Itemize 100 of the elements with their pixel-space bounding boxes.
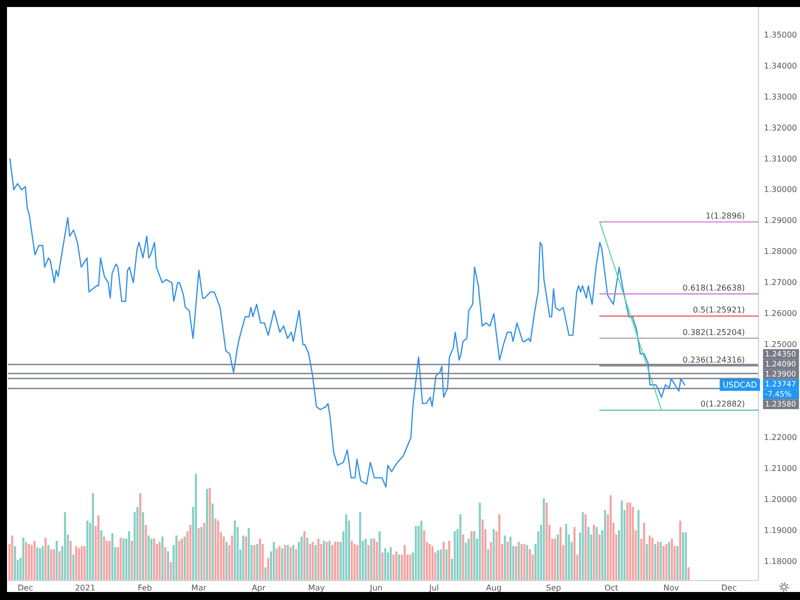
bar <box>180 538 184 580</box>
bar <box>253 545 256 580</box>
x-tick-label: May <box>308 584 325 592</box>
bar <box>520 544 523 580</box>
bar <box>648 535 651 580</box>
bar <box>44 538 47 580</box>
bar <box>560 527 562 580</box>
bar <box>47 545 50 580</box>
bar <box>546 502 548 580</box>
bar <box>440 549 442 580</box>
bar <box>284 545 286 580</box>
bar <box>122 538 125 580</box>
bar <box>345 514 348 580</box>
bar <box>390 547 392 580</box>
series-label: 0.5(1.25921) <box>692 306 745 315</box>
bar <box>679 520 682 580</box>
bar <box>317 538 320 580</box>
y-tick-label: 1.29000 <box>764 216 798 226</box>
bar <box>514 546 518 580</box>
bar <box>354 544 356 580</box>
bar <box>373 538 376 580</box>
bar <box>86 520 88 580</box>
bar <box>554 538 556 580</box>
bar <box>14 546 16 580</box>
bar <box>175 535 178 580</box>
y-tick-label: 1.35000 <box>764 30 798 40</box>
bar <box>33 540 36 580</box>
bar <box>38 548 42 580</box>
series-label: 0.236(1.24316) <box>682 355 745 364</box>
bar <box>592 524 596 580</box>
y-tick-label: 1.30000 <box>764 185 798 194</box>
bar <box>423 530 426 580</box>
bar <box>668 542 670 580</box>
y-tick-label: 1.32000 <box>764 123 798 132</box>
bar <box>404 545 406 580</box>
bar <box>448 540 450 580</box>
bar <box>482 520 484 580</box>
bar <box>28 544 30 580</box>
bar <box>409 554 412 580</box>
x-tick-label: Oct <box>604 584 618 592</box>
bar <box>654 544 656 580</box>
bar <box>170 562 172 580</box>
bar <box>464 542 467 580</box>
bar <box>278 546 280 580</box>
bar <box>610 495 612 580</box>
bar <box>97 515 100 580</box>
y-tick-label: 1.22000 <box>764 433 798 442</box>
bar <box>272 542 275 580</box>
bar <box>626 502 628 580</box>
bar <box>308 544 312 580</box>
bar <box>470 531 473 580</box>
y-tick-label: 1.34000 <box>764 61 798 70</box>
bar <box>144 524 147 580</box>
bar <box>22 538 24 580</box>
y-tick-label: 1.33000 <box>764 92 798 102</box>
annotation: USDCAD <box>722 380 757 390</box>
bar <box>200 527 203 580</box>
bar <box>306 538 308 580</box>
y-tick-label: 1.18000 <box>764 556 798 566</box>
bar <box>688 567 690 580</box>
bar <box>334 542 336 580</box>
bar <box>64 512 66 580</box>
bar <box>130 540 133 580</box>
y-tick-label: 1.21000 <box>764 464 798 473</box>
bar <box>256 544 258 580</box>
bar <box>189 524 192 580</box>
bar <box>198 528 200 580</box>
bar <box>437 550 440 580</box>
bar <box>234 520 236 580</box>
bar <box>314 545 317 580</box>
bar <box>473 531 476 580</box>
bar <box>596 527 598 580</box>
bar <box>286 545 289 580</box>
y-tick-label: 1.25000 <box>764 340 798 350</box>
bar <box>50 549 52 580</box>
bar <box>178 540 180 580</box>
bar <box>398 554 400 580</box>
bar <box>395 551 398 580</box>
bar <box>217 520 220 580</box>
bar <box>381 552 384 580</box>
bar <box>128 531 130 580</box>
x-tick-label: Mar <box>191 584 208 592</box>
x-tick-label: 2021 <box>74 584 96 592</box>
bar <box>111 533 114 580</box>
bar <box>676 546 679 580</box>
bar <box>637 510 640 580</box>
bar <box>150 538 152 580</box>
bar <box>384 548 386 580</box>
x-tick-label: Dec <box>721 584 737 592</box>
bar <box>573 527 576 580</box>
bar <box>370 538 372 580</box>
bar <box>662 546 665 580</box>
bar <box>214 518 216 580</box>
y-tick-label: 1.20000 <box>764 494 798 504</box>
bar <box>58 551 61 580</box>
y-tick-label: 1.19000 <box>764 526 798 535</box>
x-tick-label: Dec <box>18 584 34 592</box>
series-label: 0.618(1.26638) <box>682 283 745 292</box>
bar <box>629 502 632 580</box>
bar <box>72 554 74 580</box>
